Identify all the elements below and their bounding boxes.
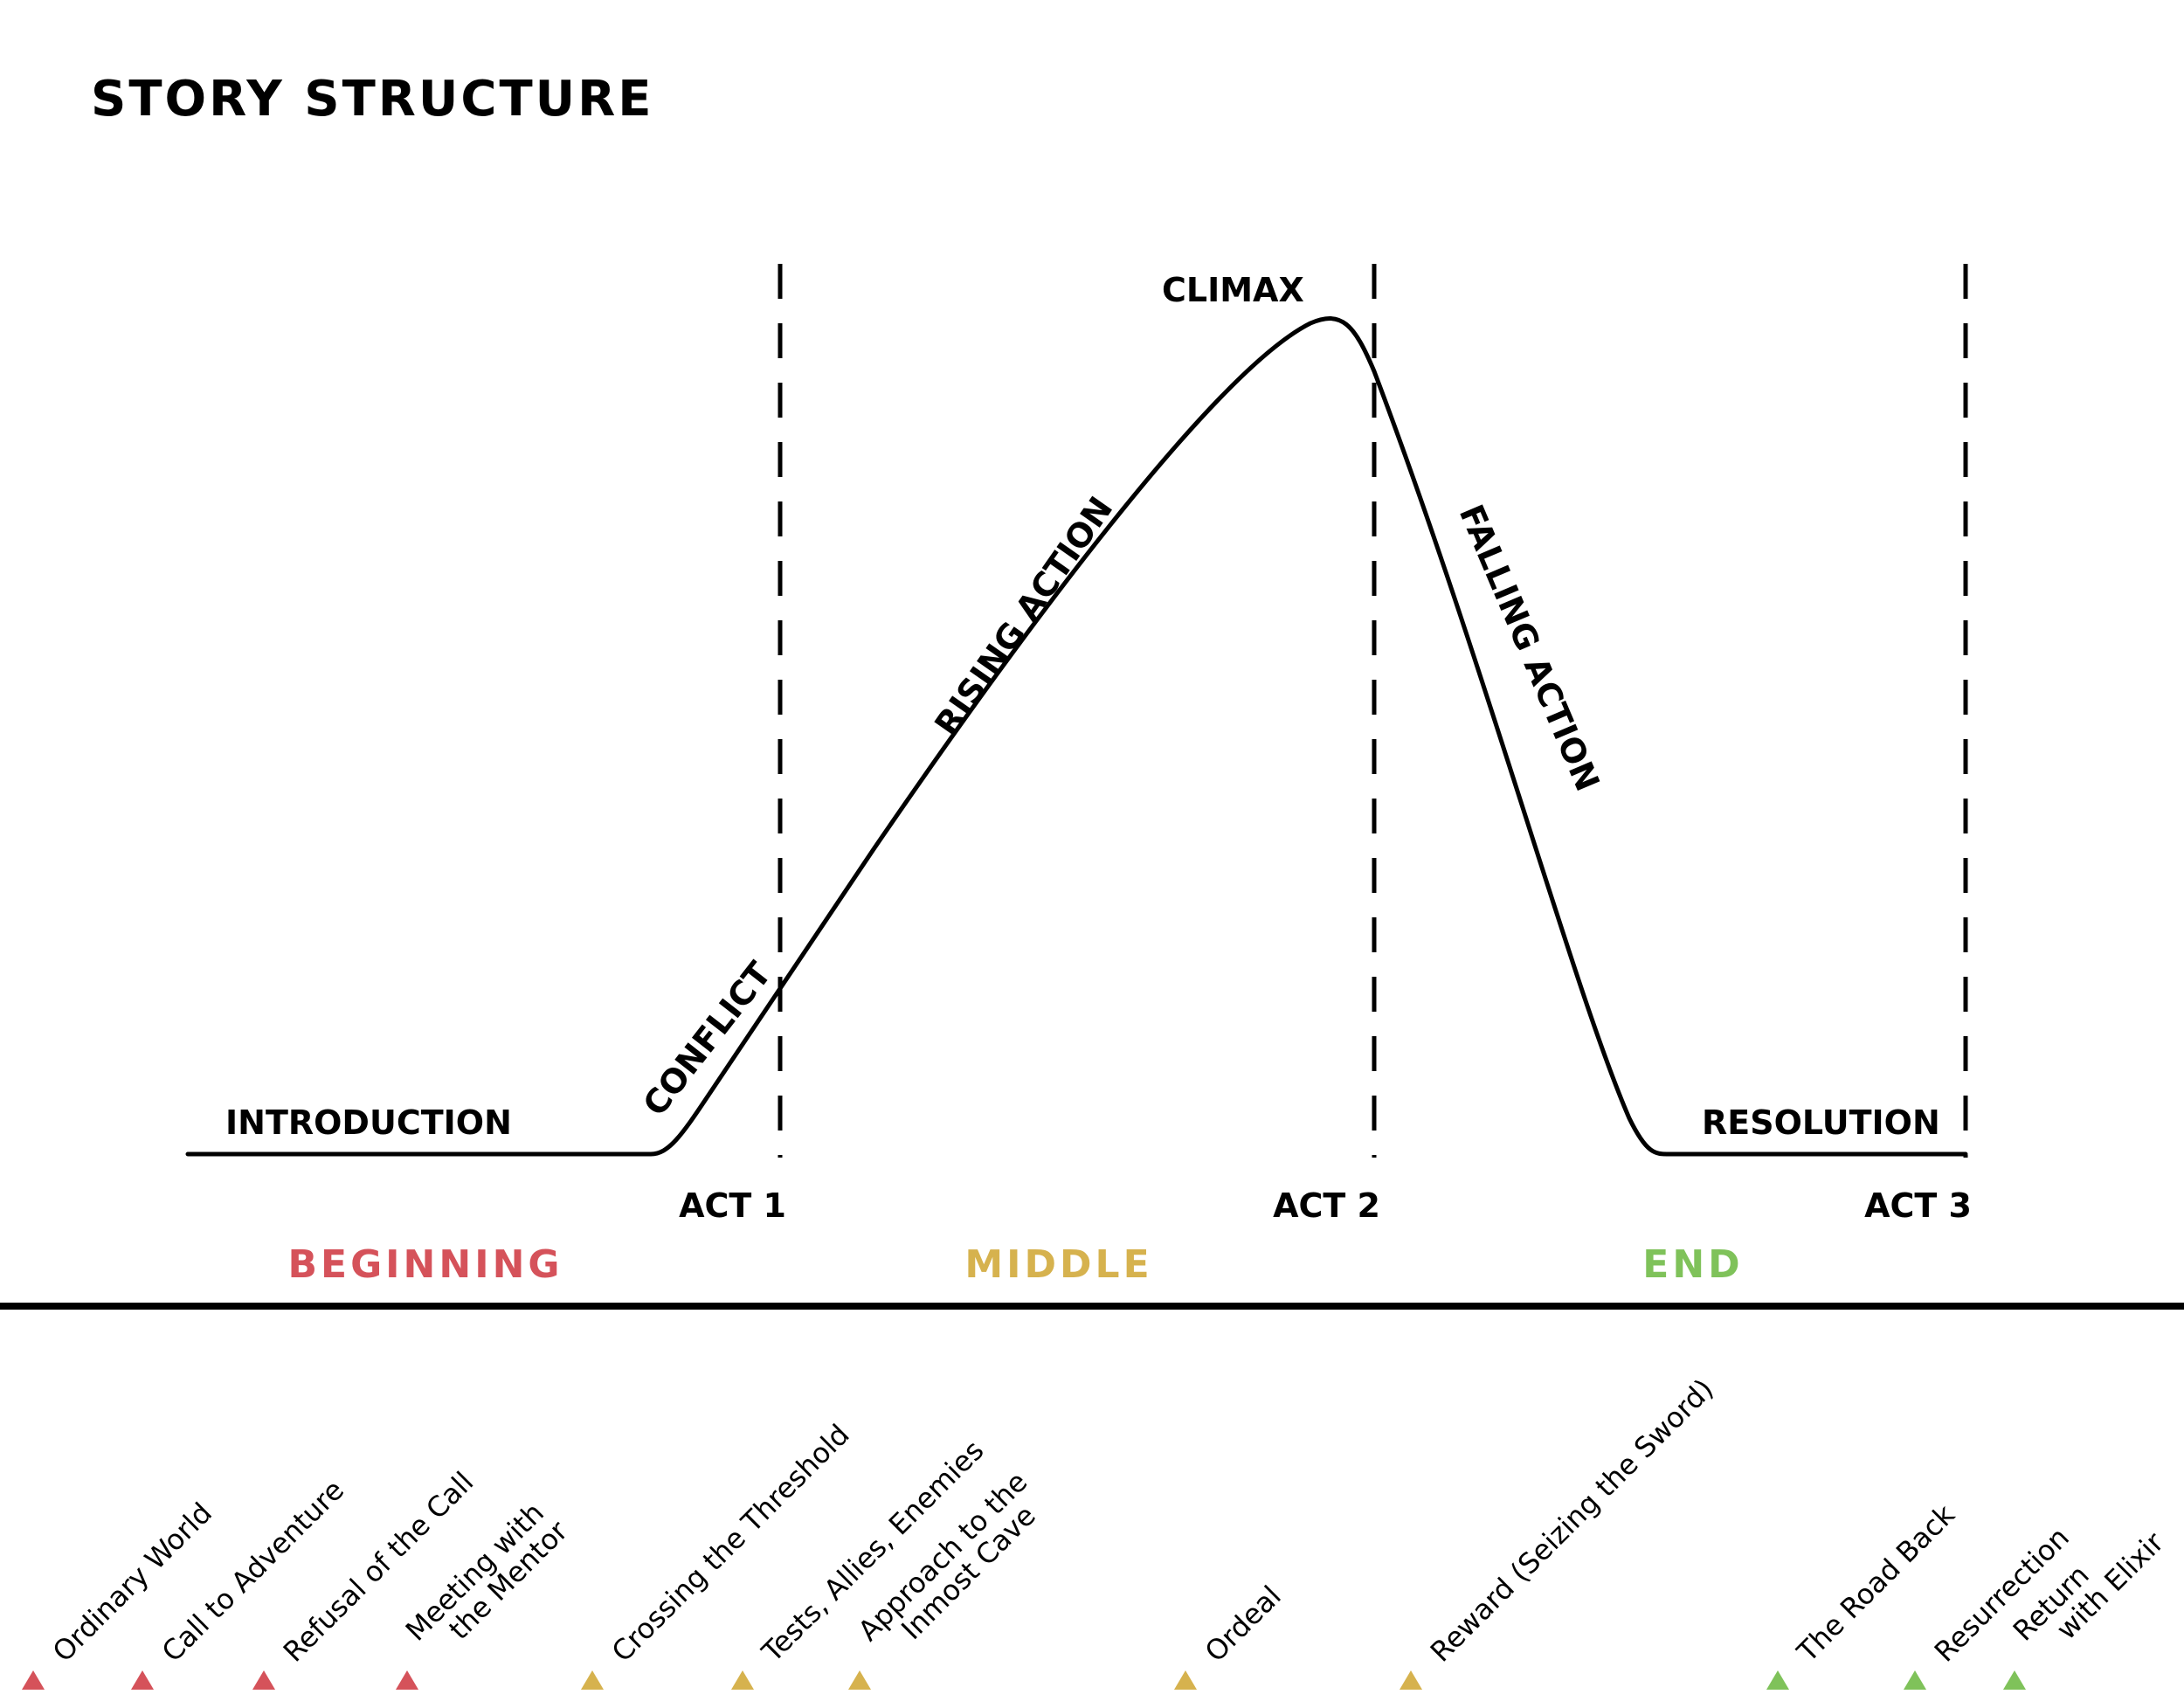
section-end-label: END — [1642, 1242, 1743, 1287]
stage-marker-3-triangle-icon — [252, 1670, 275, 1690]
introduction-label: INTRODUCTION — [225, 1103, 512, 1142]
stage-label-line: Crossing the Threshold — [605, 1418, 856, 1669]
falling-action-label: FALLING ACTION — [1452, 499, 1607, 797]
stage-marker-1-triangle-icon — [22, 1670, 45, 1690]
stage-marker-11-triangle-icon — [1904, 1670, 1926, 1690]
act-3-label: ACT 3 — [1864, 1186, 1972, 1225]
section-divider — [0, 1303, 2184, 1310]
climax-label: CLIMAX — [1162, 271, 1304, 309]
stage-label-5: Crossing the Threshold — [605, 1418, 856, 1669]
stage-marker-9-triangle-icon — [1400, 1670, 1422, 1690]
act-1-label: ACT 1 — [679, 1186, 786, 1225]
stage-label-9: Reward (Seizing the Sword) — [1424, 1373, 1720, 1669]
stage-label-7: Approach to theInmost Cave — [852, 1465, 1055, 1669]
page-title: STORY STRUCTURE — [91, 71, 654, 128]
act-2-label: ACT 2 — [1273, 1186, 1380, 1225]
story-arc-curve — [185, 316, 1968, 1157]
stage-marker-2-triangle-icon — [131, 1670, 154, 1690]
section-middle-label: MIDDLE — [964, 1242, 1152, 1287]
stage-marker-10-triangle-icon — [1766, 1670, 1789, 1690]
stage-label-8: Ordeal — [1199, 1580, 1288, 1669]
stage-marker-4-triangle-icon — [396, 1670, 418, 1690]
stage-marker-7-triangle-icon — [848, 1670, 871, 1690]
stage-marker-5-triangle-icon — [581, 1670, 604, 1690]
resolution-label: RESOLUTION — [1702, 1103, 1940, 1142]
stage-label-line: Ordeal — [1199, 1580, 1288, 1669]
stage-marker-8-triangle-icon — [1174, 1670, 1197, 1690]
rising-action-label: RISING ACTION — [927, 490, 1120, 743]
section-beginning-label: BEGINNING — [287, 1242, 563, 1287]
stage-marker-12-triangle-icon — [2003, 1670, 2026, 1690]
stage-marker-6-triangle-icon — [731, 1670, 754, 1690]
stage-label-line: Reward (Seizing the Sword) — [1424, 1373, 1720, 1669]
